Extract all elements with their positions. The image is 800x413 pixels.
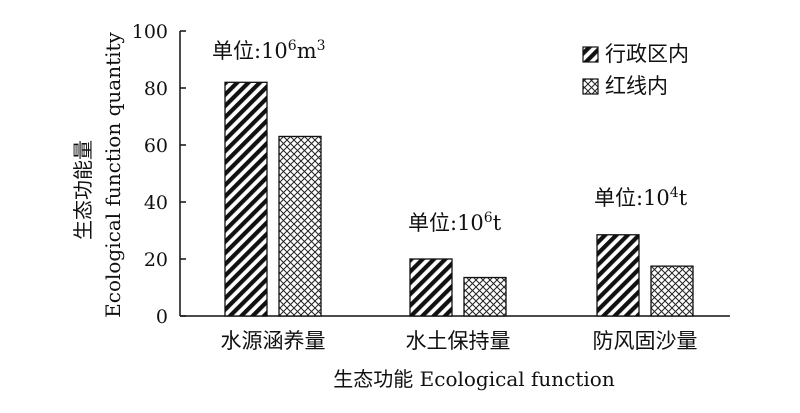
y-axis-title-en: Ecological function quantity xyxy=(101,31,125,317)
y-tick-label: 40 xyxy=(144,192,168,214)
y-tick-label: 0 xyxy=(156,306,168,328)
y-tick-label: 60 xyxy=(144,135,168,157)
unit-annotation: 单位:106m3 xyxy=(212,38,326,63)
unit-suffix: t xyxy=(679,186,688,210)
unit-exponent: 6 xyxy=(484,210,493,226)
unit-annotation: 单位:104t xyxy=(594,185,688,210)
x-axis: 水源涵养量 水土保持量 防风固沙量 xyxy=(180,315,730,353)
bar-admin-region-1 xyxy=(409,258,453,317)
y-tick-label: 100 xyxy=(132,21,168,43)
legend-label: 红线内 xyxy=(605,74,668,98)
unit-prefix: 单位:10 xyxy=(408,211,484,235)
legend-label: 行政区内 xyxy=(605,42,689,66)
bar-red-line-1 xyxy=(463,276,507,317)
y-axis-title-cn: 生态功能量 xyxy=(71,140,95,240)
legend-swatch xyxy=(582,46,599,63)
bar-red-line-2 xyxy=(650,265,694,317)
unit-suffix: m xyxy=(297,39,317,63)
unit-annotation: 单位:106t xyxy=(408,210,502,235)
y-tick-label: 80 xyxy=(144,78,168,100)
legend-swatch xyxy=(582,78,599,95)
unit-exponent: 6 xyxy=(288,38,297,54)
unit-exponent: 4 xyxy=(670,185,679,201)
unit-exponent-2: 3 xyxy=(317,38,326,54)
y-axis: 0 20 40 60 80 100 xyxy=(132,21,186,328)
x-category-label: 水源涵养量 xyxy=(221,329,326,353)
x-axis-title: 生态功能 Ecological function xyxy=(333,367,615,391)
unit-prefix: 单位:10 xyxy=(594,186,670,210)
y-tick-label: 20 xyxy=(144,249,168,271)
bar-admin-region-0 xyxy=(224,81,268,317)
bars xyxy=(224,81,694,317)
unit-prefix: 单位:10 xyxy=(212,39,288,63)
unit-suffix: t xyxy=(493,211,502,235)
bar-red-line-0 xyxy=(278,135,322,317)
bar-admin-region-2 xyxy=(596,234,640,317)
x-category-label: 水土保持量 xyxy=(406,329,511,353)
x-category-label: 防风固沙量 xyxy=(593,329,698,353)
